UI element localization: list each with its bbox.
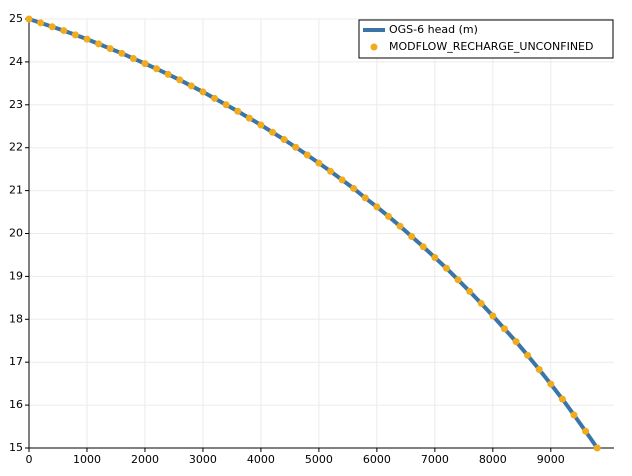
data-point (582, 427, 590, 435)
data-point (164, 70, 172, 78)
data-point (512, 338, 520, 346)
data-point (95, 40, 103, 48)
data-point (535, 365, 543, 373)
x-tick-label: 4000 (247, 453, 275, 466)
data-point (222, 101, 230, 109)
data-point (129, 54, 137, 62)
data-point (419, 243, 427, 251)
data-point (570, 411, 578, 419)
data-point (593, 444, 601, 452)
data-point (176, 76, 184, 84)
legend-swatch (370, 43, 378, 51)
data-point (350, 184, 358, 192)
data-point (199, 88, 207, 96)
y-tick-label: 16 (9, 398, 23, 411)
legend: OGS-6 head (m) MODFLOW_RECHARGE_UNCONFINE… (358, 19, 614, 59)
data-point (141, 60, 149, 68)
data-point (384, 212, 392, 220)
data-point (547, 380, 555, 388)
data-point (48, 23, 56, 31)
x-tick-label: 7000 (421, 453, 449, 466)
x-tick-label: 6000 (363, 453, 391, 466)
data-point (524, 351, 532, 359)
x-tick-label: 5000 (305, 453, 333, 466)
x-tick-label: 8000 (479, 453, 507, 466)
y-tick-label: 19 (9, 269, 23, 282)
x-tick-label: 9000 (537, 453, 565, 466)
data-point (211, 94, 219, 102)
data-point (303, 151, 311, 159)
y-tick-label: 15 (9, 441, 23, 454)
y-tick-label: 20 (9, 227, 23, 240)
y-tick-label: 21 (9, 184, 23, 197)
data-point (280, 136, 288, 144)
data-point (292, 143, 300, 151)
data-point (500, 325, 508, 333)
legend-label: OGS-6 head (m) (389, 23, 478, 36)
y-tick-label: 23 (9, 98, 23, 111)
data-point (338, 176, 346, 184)
data-point (326, 167, 334, 175)
data-point (396, 222, 404, 230)
data-point (234, 107, 242, 115)
data-point (153, 65, 161, 73)
data-point (315, 159, 323, 167)
data-point (106, 45, 114, 53)
data-point (442, 264, 450, 272)
data-point (71, 31, 79, 39)
y-tick-label: 17 (9, 355, 23, 368)
y-tick-label: 25 (9, 12, 23, 25)
data-point (187, 82, 195, 90)
data-point (558, 395, 566, 403)
y-tick-label: 24 (9, 55, 23, 68)
data-point (60, 27, 68, 35)
data-point (373, 203, 381, 211)
y-tick-label: 18 (9, 312, 23, 325)
x-tick-label: 1000 (73, 453, 101, 466)
data-point (466, 287, 474, 295)
data-point (454, 276, 462, 284)
data-point (477, 299, 485, 307)
data-point (269, 128, 277, 136)
data-point (361, 194, 369, 202)
data-point (245, 114, 253, 122)
data-point (408, 233, 416, 241)
data-point (37, 19, 45, 27)
legend-box (358, 19, 614, 59)
x-tick-label: 0 (26, 453, 33, 466)
x-tick-label: 3000 (189, 453, 217, 466)
data-point (25, 15, 33, 23)
x-tick-label: 2000 (131, 453, 159, 466)
data-point (118, 49, 126, 57)
data-point (257, 121, 265, 129)
data-point (489, 312, 497, 320)
data-point (83, 35, 91, 43)
y-tick-label: 22 (9, 141, 23, 154)
legend-label: MODFLOW_RECHARGE_UNCONFINED (389, 40, 593, 53)
data-point (431, 254, 439, 262)
